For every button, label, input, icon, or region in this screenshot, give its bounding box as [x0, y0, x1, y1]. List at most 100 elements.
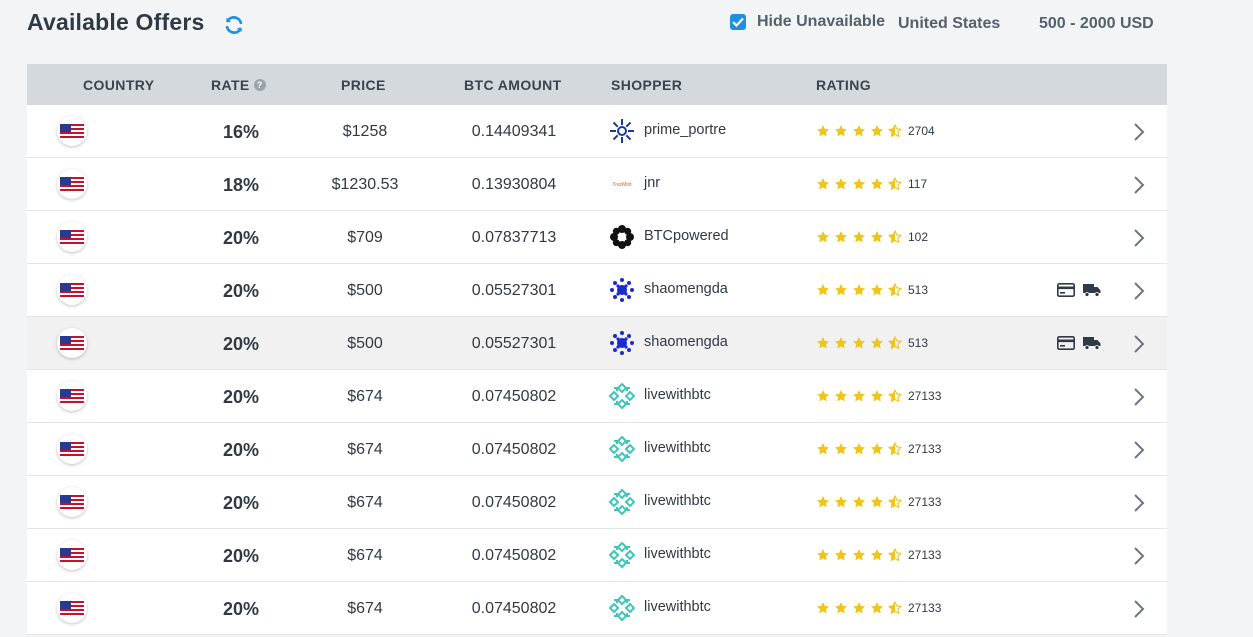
star-icon [853, 284, 865, 296]
star-icon [817, 602, 829, 614]
star-icon [835, 390, 847, 402]
table-row[interactable]: 20% $674 0.07450802 livewithbtc 27133 [27, 582, 1167, 635]
rating-count: 117 [908, 177, 928, 191]
chevron-right-icon[interactable] [1132, 334, 1146, 354]
star-half-icon [888, 495, 902, 509]
shopper-avatar [608, 594, 636, 622]
star-icon [871, 443, 883, 455]
chevron-right-icon[interactable] [1132, 599, 1146, 619]
shopper-name[interactable]: shaomengda [644, 281, 728, 297]
us-flag-icon [57, 434, 87, 464]
offer-price: $674 [347, 547, 383, 564]
offer-rate: 20% [223, 334, 260, 354]
hide-unavailable-checkbox[interactable] [730, 14, 746, 30]
table-row[interactable]: 20% $674 0.07450802 livewithbtc 27133 [27, 423, 1167, 476]
star-icon [871, 125, 883, 137]
star-half-icon [888, 336, 902, 350]
table-row[interactable]: 20% $500 0.05527301 shaomengda 513 [27, 317, 1167, 370]
star-icon [817, 178, 829, 190]
offer-rate: 20% [223, 599, 260, 619]
help-icon[interactable]: ? [253, 79, 266, 91]
shopper-name[interactable]: jnr [644, 175, 661, 191]
chevron-right-icon[interactable] [1132, 546, 1146, 566]
column-header-btc-amount[interactable]: BTC AMOUNT [464, 77, 562, 93]
country-filter[interactable]: United States [898, 15, 1001, 32]
offer-btc-amount: 0.07450802 [471, 494, 557, 511]
rating-stars: 513 [816, 336, 928, 350]
rating-count: 27133 [908, 442, 942, 456]
column-header-shopper[interactable]: SHOPPER [611, 77, 683, 93]
star-icon [835, 549, 847, 561]
chevron-right-icon[interactable] [1132, 387, 1146, 407]
star-half-icon [888, 601, 902, 615]
shopper-name[interactable]: livewithbtc [644, 440, 711, 456]
offer-price: $674 [347, 388, 383, 405]
rating-stars: 102 [816, 230, 928, 244]
rating-stars: 27133 [816, 495, 941, 509]
credit-card-icon [1057, 336, 1075, 350]
rating-stars: 27133 [816, 548, 941, 562]
us-flag-icon [57, 169, 87, 199]
table-row[interactable]: 20% $674 0.07450802 livewithbtc 27133 [27, 529, 1167, 582]
rating-count: 513 [908, 283, 929, 297]
star-icon [853, 390, 865, 402]
shopper-name[interactable]: livewithbtc [644, 387, 711, 403]
star-icon [871, 496, 883, 508]
us-flag-icon [57, 381, 87, 411]
chevron-right-icon[interactable] [1132, 281, 1146, 301]
column-header-country[interactable]: COUNTRY [83, 77, 155, 93]
shopper-name[interactable]: livewithbtc [644, 599, 711, 615]
star-half-icon [888, 230, 902, 244]
shopper-name[interactable]: BTCpowered [644, 228, 729, 244]
offer-rate: 20% [223, 493, 260, 513]
payment-icons [1057, 283, 1101, 297]
shopper-avatar [609, 277, 635, 303]
chevron-right-icon[interactable] [1132, 175, 1146, 195]
table-row[interactable]: 16% $1258 0.14409341 prime_portre 2704 [27, 105, 1167, 158]
shopper-name[interactable]: shaomengda [644, 334, 728, 350]
column-header-rate[interactable]: RATE ? [211, 77, 266, 93]
offer-btc-amount: 0.07450802 [471, 600, 557, 617]
truck-icon [1083, 284, 1101, 297]
chevron-right-icon[interactable] [1132, 440, 1146, 460]
rating-stars: 513 [816, 283, 928, 297]
column-header-price[interactable]: PRICE [341, 77, 386, 93]
table-row[interactable]: 20% $674 0.07450802 livewithbtc 27133 [27, 370, 1167, 423]
shopper-name[interactable]: livewithbtc [644, 493, 711, 509]
offer-btc-amount: 0.07837713 [471, 229, 557, 246]
chevron-right-icon[interactable] [1132, 228, 1146, 248]
table-row[interactable]: 20% $674 0.07450802 livewithbtc 27133 [27, 476, 1167, 529]
column-header-rating[interactable]: RATING [816, 77, 872, 93]
star-icon [835, 337, 847, 349]
chevron-right-icon[interactable] [1132, 493, 1146, 513]
star-icon [835, 284, 847, 296]
rating-stars: 117 [816, 177, 927, 191]
star-icon [853, 178, 865, 190]
star-icon [871, 337, 883, 349]
star-icon [835, 125, 847, 137]
shopper-name[interactable]: livewithbtc [644, 546, 711, 562]
offer-rate: 20% [223, 228, 260, 248]
table-row[interactable]: 20% $500 0.05527301 shaomengda 513 [27, 264, 1167, 317]
hide-unavailable-toggle[interactable]: Hide Unavailable [730, 13, 885, 31]
refresh-icon[interactable] [223, 14, 245, 36]
table-row[interactable]: 18% $1230.53 0.13930804 TrezMint jnr 117 [27, 158, 1167, 211]
shopper-name[interactable]: prime_portre [644, 122, 727, 138]
chevron-right-icon[interactable] [1132, 122, 1146, 142]
star-icon [835, 178, 847, 190]
offer-rate: 20% [223, 387, 260, 407]
offer-rate: 18% [223, 175, 260, 195]
rating-stars: 27133 [816, 442, 941, 456]
rating-count: 27133 [908, 601, 942, 615]
table-row[interactable]: 20% $709 0.07837713 BTCpowered 102 [27, 211, 1167, 264]
amount-filter[interactable]: 500 - 2000 USD [1039, 15, 1154, 32]
column-header-rate-label: RATE [211, 77, 250, 93]
star-icon [817, 549, 829, 561]
star-icon [853, 602, 865, 614]
us-flag-icon [57, 540, 87, 570]
offer-btc-amount: 0.05527301 [471, 282, 557, 299]
star-half-icon [888, 124, 902, 138]
offer-btc-amount: 0.13930804 [471, 176, 557, 193]
offer-price: $674 [347, 600, 383, 617]
offer-price: $674 [347, 494, 383, 511]
